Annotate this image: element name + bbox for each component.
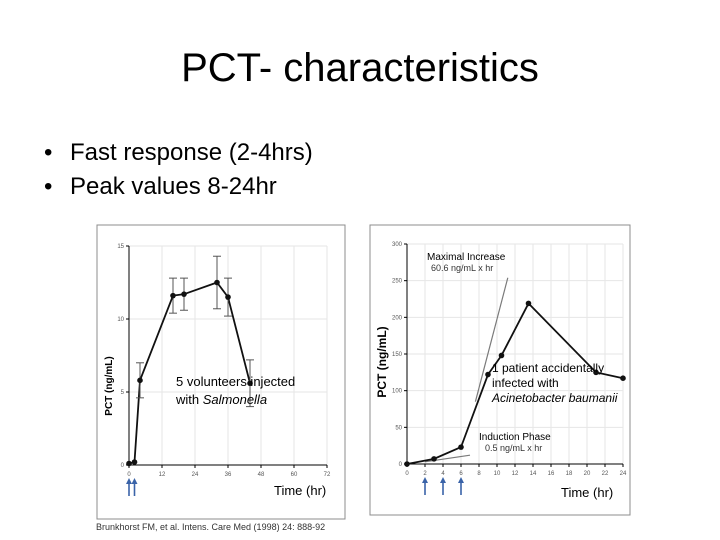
time-arrow-head xyxy=(440,477,446,483)
x-tick-label: 60 xyxy=(291,472,298,478)
y-axis-label: PCT (ng/mL) xyxy=(104,356,115,415)
time-arrow-head xyxy=(126,478,132,484)
data-point xyxy=(214,279,220,286)
x-tick-label: 8 xyxy=(477,471,481,477)
y-tick-label: 100 xyxy=(392,389,403,395)
data-point xyxy=(431,456,437,462)
bullet-text: Peak values 8-24hr xyxy=(70,173,277,200)
x-tick-label: 2 xyxy=(423,471,427,477)
slide-title: PCT- characteristics xyxy=(181,46,539,90)
data-point xyxy=(458,444,464,450)
annotation-line: with xyxy=(175,392,203,407)
x-tick-label: 0 xyxy=(405,471,409,477)
data-point xyxy=(485,371,491,378)
data-point xyxy=(593,369,599,376)
series-line xyxy=(406,301,624,465)
y-tick-label: 5 xyxy=(121,390,125,396)
x-tick-label: 22 xyxy=(602,471,609,477)
x-tick-label: 18 xyxy=(566,471,573,477)
induction-phase-title: Induction Phase xyxy=(479,432,551,443)
data-point xyxy=(247,380,253,387)
time-arrow-head xyxy=(422,477,428,483)
x-tick-label: 0 xyxy=(127,472,131,478)
x-tick-label: 12 xyxy=(159,472,166,478)
bullet-item: • Fast response (2-4hrs) xyxy=(44,139,313,166)
maximal-increase-title: Maximal Increase xyxy=(427,252,506,263)
annotation-organism: Salmonella xyxy=(203,392,267,407)
annotation-line: 5 volunteers injected xyxy=(176,374,295,389)
x-axis-label: Time (hr) xyxy=(561,485,613,500)
data-point xyxy=(525,300,532,307)
patient-note-line: infected with xyxy=(492,376,559,390)
time-arrow-head xyxy=(458,477,464,483)
x-tick-label: 36 xyxy=(225,472,232,478)
data-point xyxy=(181,291,187,297)
citation: Brunkhorst FM, et al. Intens. Care Med (… xyxy=(96,522,326,532)
maximal-increase-value: 60.6 ng/mL x hr xyxy=(431,263,493,273)
data-point xyxy=(225,294,231,300)
data-point xyxy=(137,377,143,384)
series-line xyxy=(128,281,251,465)
data-point xyxy=(126,460,132,467)
data-point xyxy=(620,375,626,381)
y-tick-label: 0 xyxy=(121,463,125,469)
bullet-text: Fast response (2-4hrs) xyxy=(70,139,313,166)
volunteer-pct-chart: 0 5 10 15 0 12 24 36 48 60 72 PCT (ng/mL) Time (hr… xyxy=(96,224,346,520)
x-tick-label: 16 xyxy=(548,471,555,477)
chart-annotation: 5 volunteers injected xyxy=(176,374,295,389)
x-tick-label: 14 xyxy=(530,471,537,477)
x-tick-label: 48 xyxy=(258,472,265,478)
patient-note-line: 1 patient accidentally xyxy=(492,361,604,375)
x-tick-label: 24 xyxy=(620,471,627,477)
data-point xyxy=(498,352,505,359)
x-tick-label: 6 xyxy=(459,471,463,477)
chart-frame xyxy=(96,224,346,520)
y-tick-label: 300 xyxy=(392,242,403,248)
y-tick-label: 15 xyxy=(117,244,124,250)
x-tick-label: 24 xyxy=(192,472,199,478)
induction-phase-value: 0.5 ng/mL x hr xyxy=(485,443,542,453)
x-tick-label: 4 xyxy=(441,471,445,477)
patient-note-organism: Acinetobacter baumanii xyxy=(491,391,618,405)
y-tick-label: 250 xyxy=(392,279,403,285)
y-axis-label: PCT (ng/mL) xyxy=(375,326,389,397)
chart-annotation: with Salmonella xyxy=(175,392,267,407)
data-point xyxy=(404,461,410,467)
maximal-increase-tangent xyxy=(474,277,509,402)
bullet-item: • Peak values 8-24hr xyxy=(44,173,277,200)
time-arrow-head xyxy=(131,478,138,484)
x-tick-label: 12 xyxy=(512,471,519,477)
y-tick-label: 0 xyxy=(399,462,403,468)
y-tick-label: 150 xyxy=(392,352,403,358)
x-axis-label: Time (hr) xyxy=(274,483,326,498)
y-tick-label: 200 xyxy=(392,315,403,321)
bullet-list: • Fast response (2-4hrs) • Peak values 8-2… xyxy=(44,136,313,204)
data-point xyxy=(170,292,176,299)
data-point xyxy=(131,459,138,465)
x-tick-label: 10 xyxy=(494,471,501,477)
y-tick-label: 10 xyxy=(117,317,124,323)
x-tick-label: 72 xyxy=(324,472,331,478)
y-tick-label: 50 xyxy=(395,425,402,431)
x-tick-label: 20 xyxy=(584,471,591,477)
